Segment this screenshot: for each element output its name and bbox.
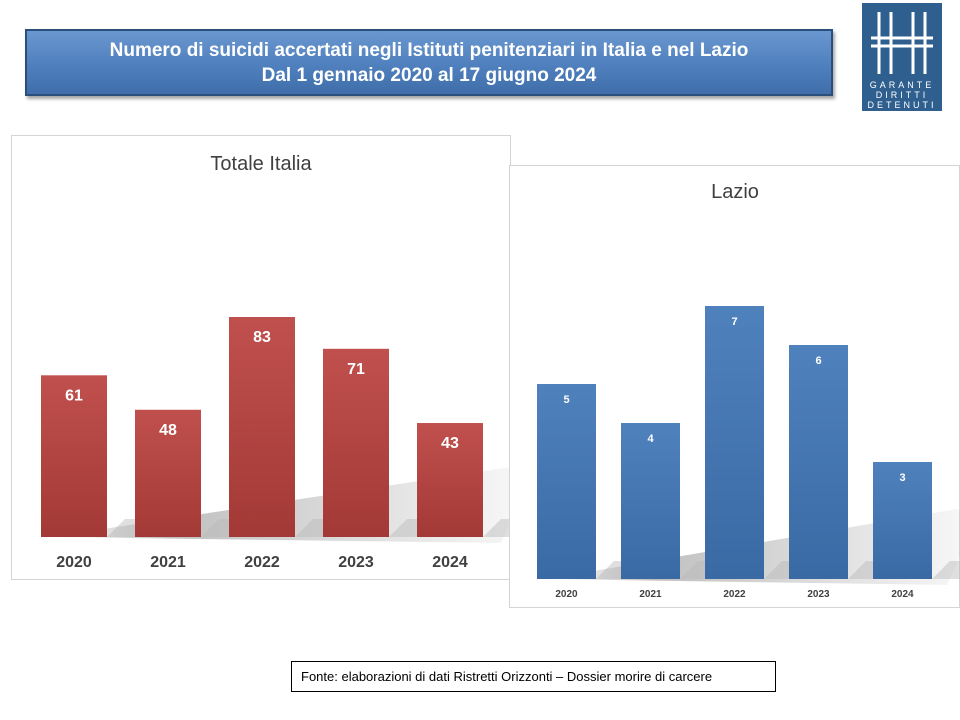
x-tick-label-2020: 2020 bbox=[555, 589, 578, 600]
logo-mark-icon bbox=[869, 8, 935, 76]
data-label-2024: 3 bbox=[899, 472, 905, 484]
data-label-2023: 6 bbox=[815, 355, 821, 367]
x-tick-label-2024: 2024 bbox=[891, 589, 914, 600]
x-tick-label-2023: 2023 bbox=[807, 589, 830, 600]
data-label-2024: 43 bbox=[441, 435, 459, 452]
data-label-2021: 48 bbox=[159, 422, 177, 439]
chart-lazio: Lazio 5 2020 4 2021 7 2022 6 2023 3 2024 bbox=[537, 181, 960, 600]
logo-text-1: GARANTE bbox=[869, 80, 935, 90]
chart-italia: Totale Italia 61 2020 48 2021 83 2022 71 2023 43… bbox=[41, 153, 512, 571]
data-label-2022: 83 bbox=[253, 329, 271, 346]
chart-title-italia: Totale Italia bbox=[210, 153, 312, 175]
x-tick-label-2023: 2023 bbox=[338, 554, 374, 571]
title-line-1: Numero di suicidi accertati negli Istitu… bbox=[109, 39, 749, 61]
bar-2023 bbox=[323, 348, 389, 537]
bar-shadow bbox=[932, 561, 960, 579]
x-tick-label-2021: 2021 bbox=[150, 554, 186, 571]
data-label-2022: 7 bbox=[731, 316, 737, 328]
chart-panel-lazio: Lazio 5 2020 4 2021 7 2022 6 2023 3 2024 bbox=[509, 165, 960, 608]
bar-2023 bbox=[789, 345, 848, 579]
x-tick-label-2020: 2020 bbox=[56, 554, 92, 571]
title-line-2: Dal 1 gennaio 2020 al 17 giugno 2024 bbox=[261, 64, 597, 86]
data-label-2023: 71 bbox=[347, 361, 365, 378]
chart-title-lazio: Lazio bbox=[711, 181, 759, 203]
data-label-2020: 5 bbox=[563, 394, 569, 406]
source-note: Fonte: elaborazioni di dati Ristretti Or… bbox=[291, 661, 776, 692]
bar-2022 bbox=[705, 306, 764, 579]
bar-2024 bbox=[873, 462, 932, 579]
logo-text-3: DETENUTI bbox=[867, 100, 937, 110]
bar-2021 bbox=[135, 409, 201, 537]
bar-2022 bbox=[229, 317, 295, 537]
bar-shadow bbox=[483, 519, 512, 537]
x-tick-label-2024: 2024 bbox=[432, 554, 468, 571]
x-tick-label-2021: 2021 bbox=[639, 589, 662, 600]
chart-panel-italia: Totale Italia 61 2020 48 2021 83 2022 71 2023 43… bbox=[11, 135, 512, 580]
bar-2024 bbox=[417, 423, 483, 537]
data-label-2021: 4 bbox=[647, 433, 654, 445]
title-banner: Numero di suicidi accertati negli Istitu… bbox=[25, 29, 833, 96]
logo-text-2: DIRITTI bbox=[875, 90, 929, 100]
garante-logo: GARANTE DIRITTI DETENUTI bbox=[862, 3, 942, 111]
bar-2021 bbox=[621, 423, 680, 579]
bar-2020 bbox=[41, 375, 107, 537]
x-tick-label-2022: 2022 bbox=[244, 554, 280, 571]
data-label-2020: 61 bbox=[65, 387, 83, 404]
bar-2020 bbox=[537, 384, 596, 579]
x-tick-label-2022: 2022 bbox=[723, 589, 746, 600]
